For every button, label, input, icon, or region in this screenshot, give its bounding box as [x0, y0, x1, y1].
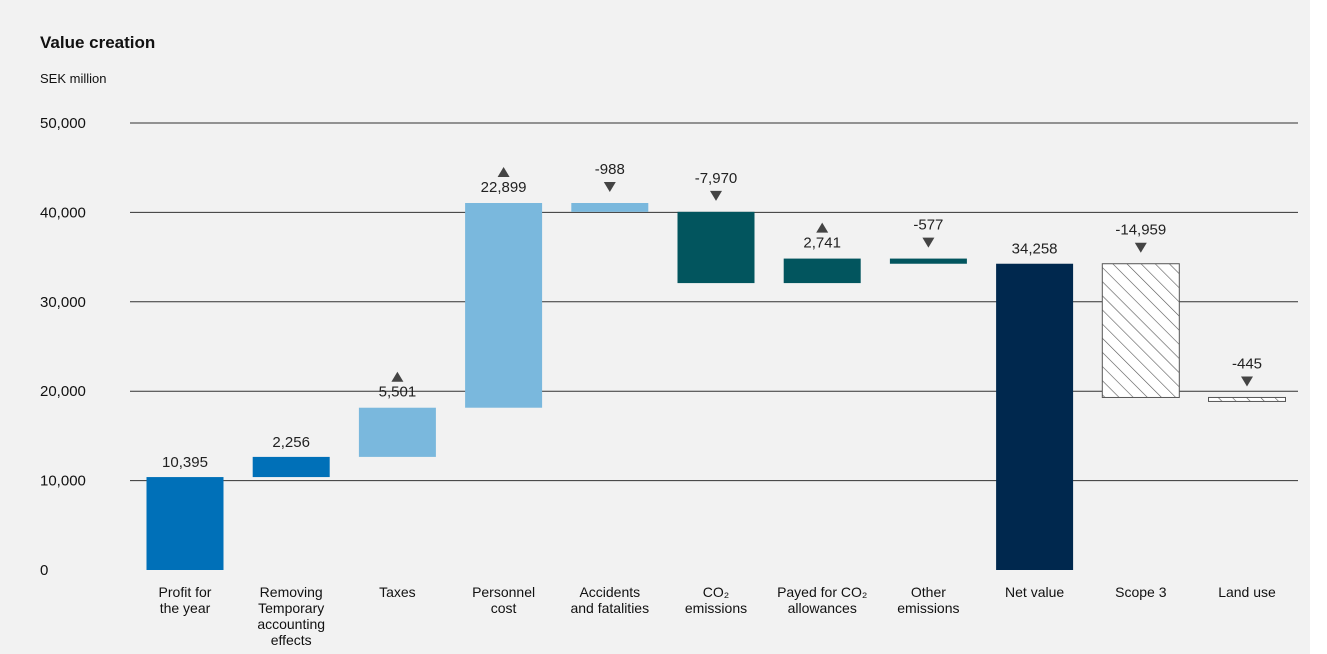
bar	[146, 477, 224, 570]
x-tick-label: Scope 3	[1115, 584, 1167, 600]
x-tick-label: effects	[271, 632, 312, 648]
data-label: 10,395	[162, 454, 208, 471]
x-tick-label: allowances	[788, 600, 857, 616]
data-label: -14,959	[1115, 222, 1166, 239]
x-tick-label: Net value	[1005, 584, 1064, 600]
x-tick-label: CO₂	[703, 584, 729, 600]
x-tick-label: cost	[491, 600, 517, 616]
increase-marker	[497, 167, 510, 178]
bar	[358, 407, 436, 457]
y-tick-label: 30,000	[40, 294, 86, 311]
x-tick-label: Profit for	[159, 584, 212, 600]
x-tick-label: Land use	[1218, 584, 1276, 600]
data-label: 34,258	[1012, 241, 1058, 258]
x-tick-label: Temporary	[258, 600, 324, 616]
x-tick-label: the year	[160, 600, 211, 616]
increase-marker	[816, 222, 829, 233]
bar	[889, 258, 967, 264]
bar	[252, 456, 330, 478]
decrease-marker	[710, 190, 722, 201]
bar	[783, 258, 861, 284]
data-label: -577	[913, 217, 943, 234]
x-tick-label: and fatalities	[570, 600, 649, 616]
y-axis-ticks: 0 10,000 20,000 30,000 40,000 50,000	[40, 115, 86, 579]
data-label: 22,899	[481, 179, 527, 196]
x-tick-label: emissions	[897, 600, 959, 616]
bar	[1208, 396, 1286, 402]
bar	[465, 203, 543, 408]
decrease-marker	[1134, 242, 1147, 253]
x-tick-label: emissions	[685, 600, 747, 616]
data-label: 2,256	[272, 434, 310, 451]
y-tick-label: 20,000	[40, 383, 86, 400]
y-tick-label: 0	[40, 562, 48, 579]
increase-marker	[391, 371, 404, 382]
decrease-marker	[1241, 376, 1253, 387]
bars	[146, 203, 1286, 570]
y-tick-label: 10,000	[40, 473, 86, 490]
x-tick-label: Payed for CO₂	[777, 584, 867, 600]
bar	[996, 263, 1074, 570]
unit-label: SEK million	[40, 71, 106, 86]
x-tick-label: Taxes	[379, 584, 416, 600]
y-tick-label: 40,000	[40, 204, 86, 221]
decrease-marker	[603, 182, 616, 193]
decrease-marker	[922, 237, 935, 248]
x-tick-label: Other	[911, 584, 946, 600]
chart-title: Value creation	[40, 33, 155, 52]
data-label: -7,970	[695, 170, 738, 187]
x-tick-label: accounting	[257, 616, 325, 632]
data-label: 5,501	[379, 384, 417, 401]
data-labels: 10,395 2,256 5,501 22,899 -988 -7,970 2,741 -57…	[162, 161, 1262, 471]
bar	[677, 211, 755, 284]
y-tick-label: 50,000	[40, 115, 86, 132]
bar	[571, 203, 649, 212]
x-tick-label: Removing	[260, 584, 323, 600]
bar	[1101, 263, 1180, 398]
data-label: -445	[1232, 355, 1262, 372]
x-tick-label: Personnel	[472, 584, 535, 600]
data-label: -988	[595, 161, 625, 178]
data-label: 2,741	[803, 235, 841, 252]
x-tick-label: Accidents	[579, 584, 640, 600]
